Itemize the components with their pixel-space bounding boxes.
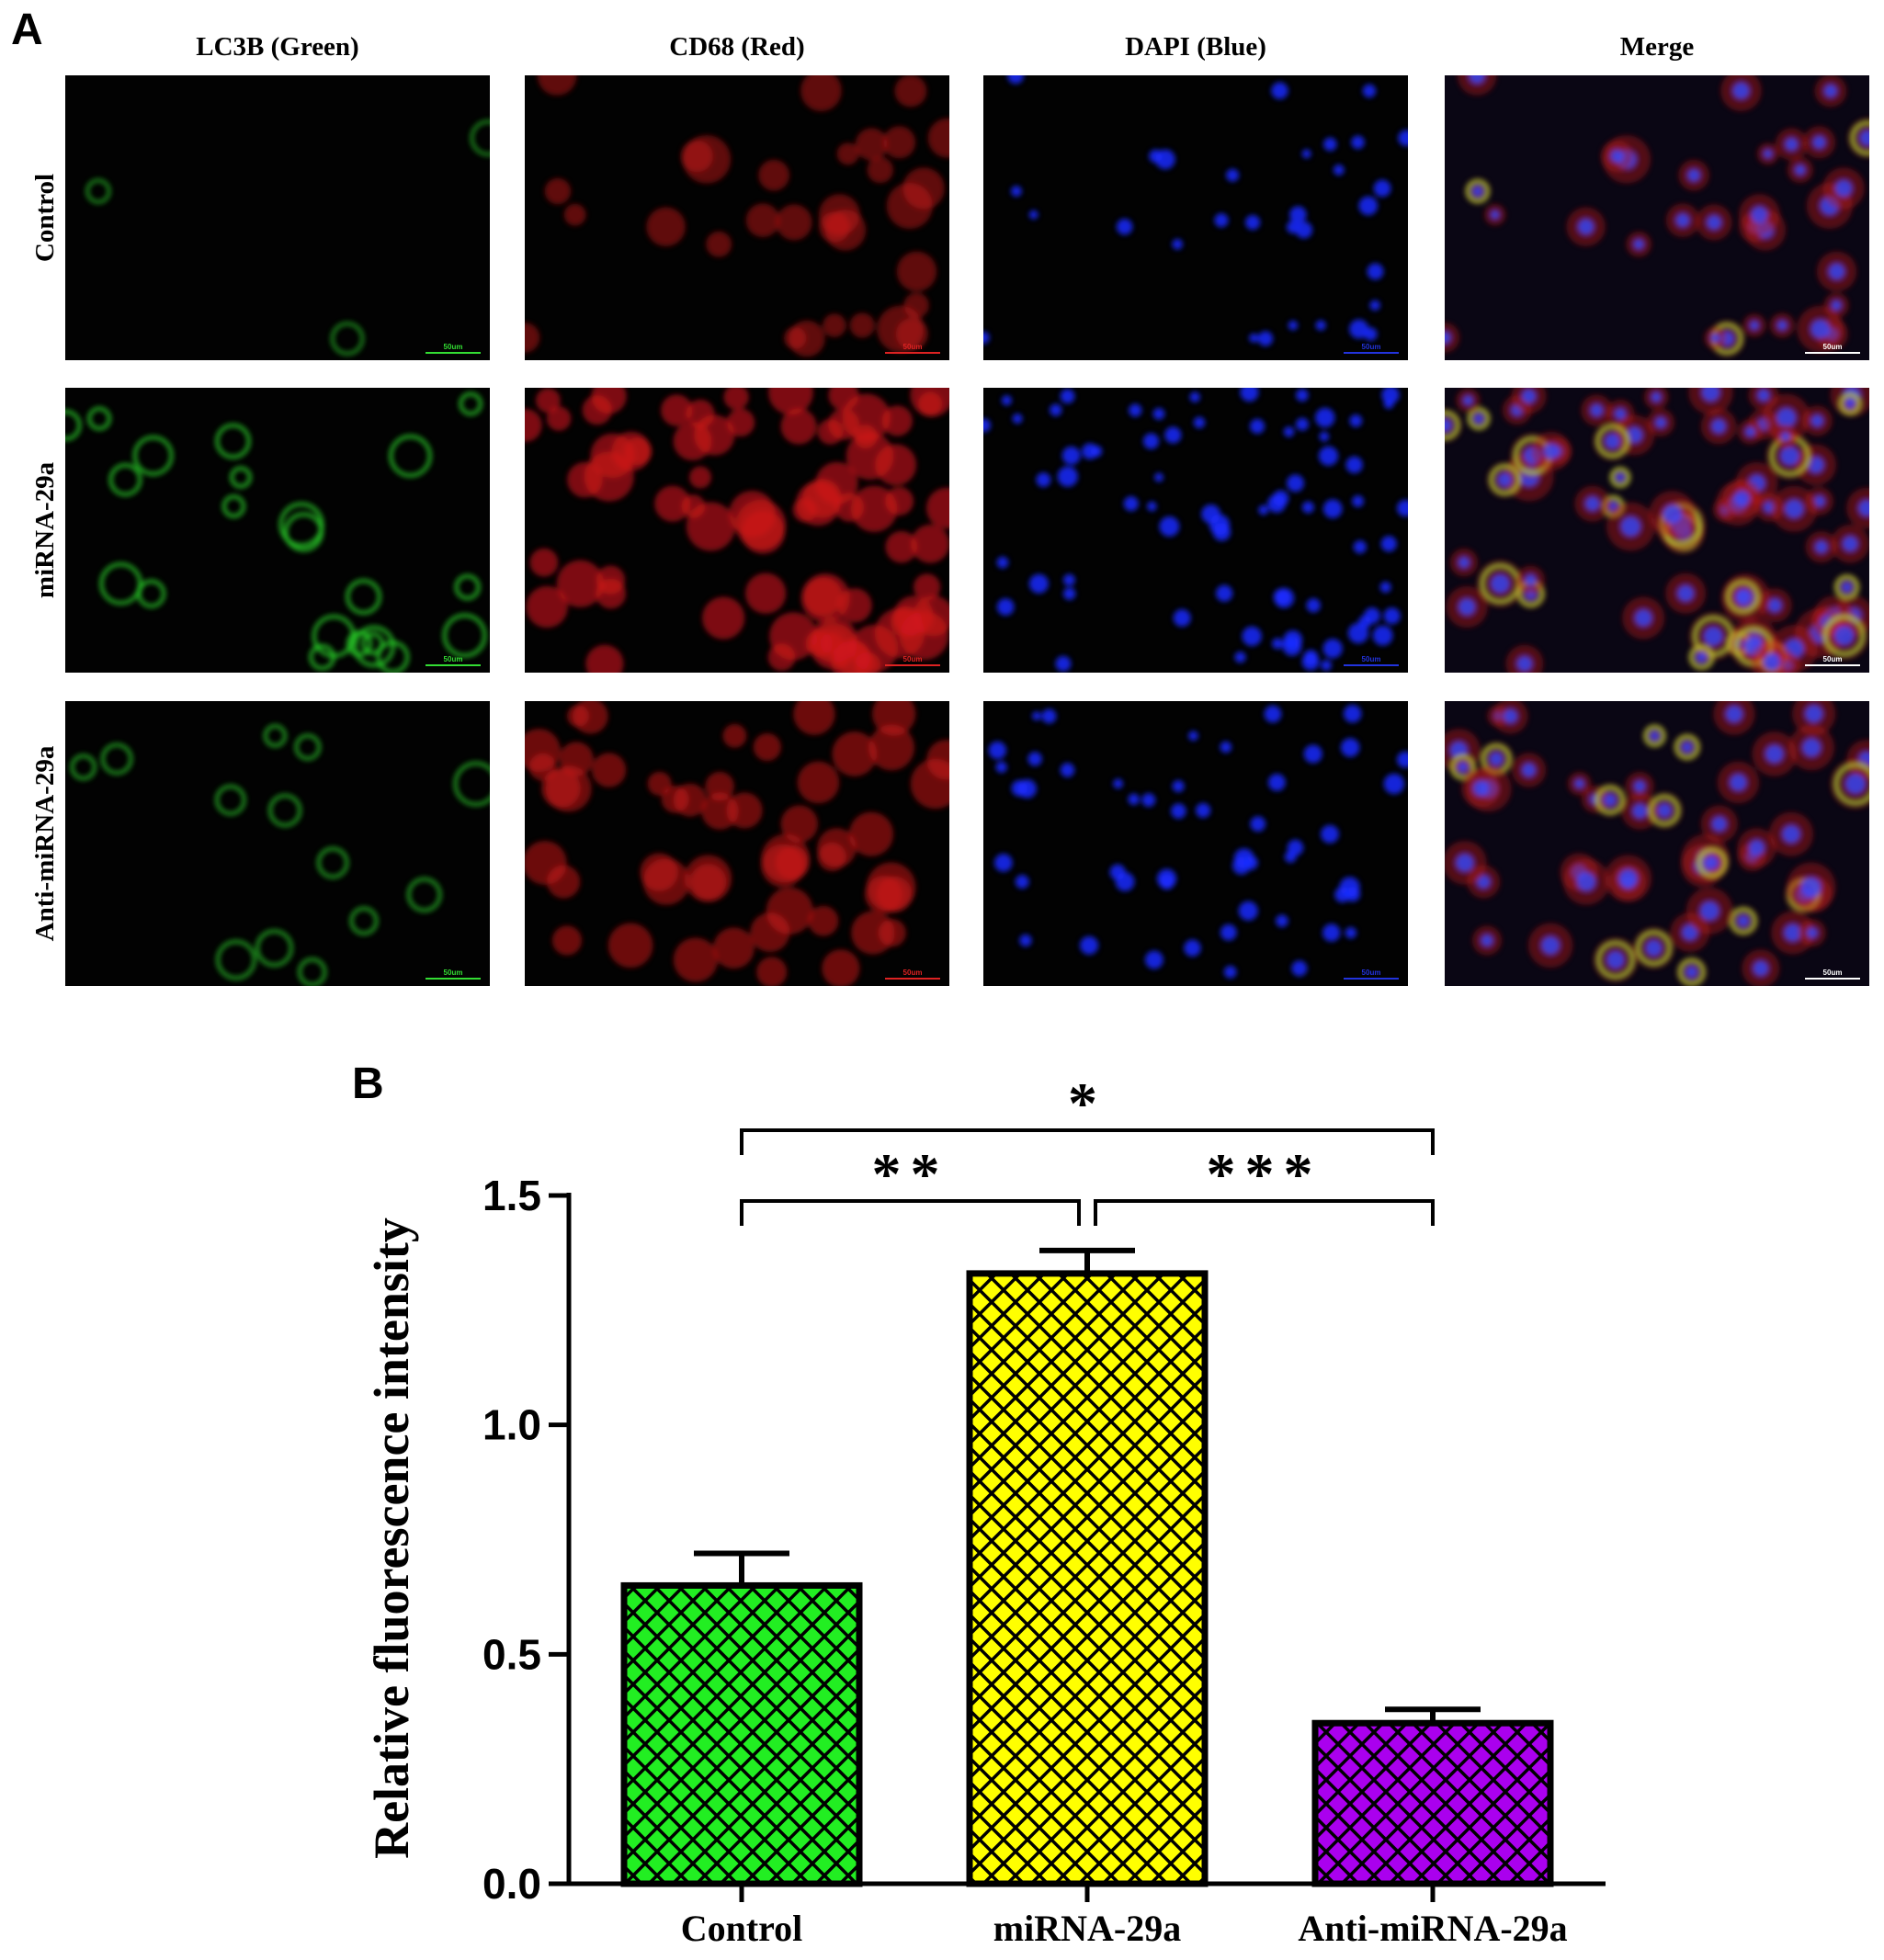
y-tick-label: 0.5 (482, 1630, 541, 1678)
scale-bar-label: 50um (903, 655, 923, 663)
y-tick-label: 1.0 (482, 1401, 541, 1449)
x-tick-label: Anti-miRNA-29a (1298, 1908, 1567, 1949)
micrograph-cells (983, 388, 1408, 672)
micrograph-cells (1445, 701, 1869, 986)
bar (1311, 1719, 1554, 1887)
micrograph (983, 388, 1408, 673)
micrograph-cells (85, 119, 490, 356)
scale-bar-label: 50um (1362, 655, 1381, 663)
scale-bar-label: 50um (444, 343, 463, 351)
scale-bar-label: 50um (1823, 655, 1843, 663)
column-header: Merge (1620, 32, 1695, 62)
scale-bar-label: 50um (1823, 343, 1843, 351)
row-label: Anti-miRNA-29a (30, 745, 60, 941)
significance-label: * (1068, 1071, 1107, 1136)
y-tick-label: 0.0 (482, 1860, 541, 1908)
x-tick-label: miRNA-29a (993, 1908, 1181, 1949)
bar (966, 1270, 1209, 1887)
row-label: Control (30, 174, 60, 262)
significance-bracket (740, 1199, 1081, 1226)
micrograph (65, 75, 490, 360)
micrograph-cells (65, 391, 487, 673)
micrograph-cells (525, 388, 949, 673)
column-header: CD68 (Red) (669, 32, 804, 62)
scale-bar-label: 50um (1362, 343, 1381, 351)
column-header: LC3B (Green) (196, 32, 358, 62)
micrograph (65, 701, 490, 986)
scale-bar-label: 50um (444, 969, 463, 977)
micrograph-cells (983, 75, 1408, 346)
scale-bar-label: 50um (903, 343, 923, 351)
micrograph-cells (525, 701, 949, 986)
scale-bar-label: 50um (1823, 969, 1843, 977)
micrograph-cells (988, 705, 1408, 979)
micrograph (1445, 75, 1869, 360)
x-tick-label: Control (681, 1908, 803, 1949)
significance-label: *** (1207, 1141, 1322, 1207)
column-header: DAPI (Blue) (1125, 32, 1266, 62)
significance-label: ** (872, 1141, 949, 1207)
micrograph-cells (1445, 75, 1869, 357)
significance-bracket (1094, 1199, 1435, 1226)
row-label: miRNA-29a (30, 461, 60, 598)
micrograph (65, 388, 490, 673)
panel-label: A (11, 6, 43, 54)
micrograph (525, 75, 949, 360)
bar (620, 1581, 863, 1887)
significance-bracket (740, 1128, 1435, 1155)
micrograph (983, 75, 1408, 360)
scale-bar-label: 50um (903, 969, 923, 977)
panel-label: B (352, 1059, 384, 1108)
scale-bar-label: 50um (1362, 969, 1381, 977)
y-axis-label: Relative fluorescence intensity (364, 1218, 419, 1859)
y-tick-label: 1.5 (482, 1172, 541, 1219)
micrograph-cells (70, 724, 490, 986)
micrograph-cells (525, 75, 949, 357)
scale-bar-label: 50um (444, 655, 463, 663)
micrograph-cells (1445, 388, 1869, 673)
